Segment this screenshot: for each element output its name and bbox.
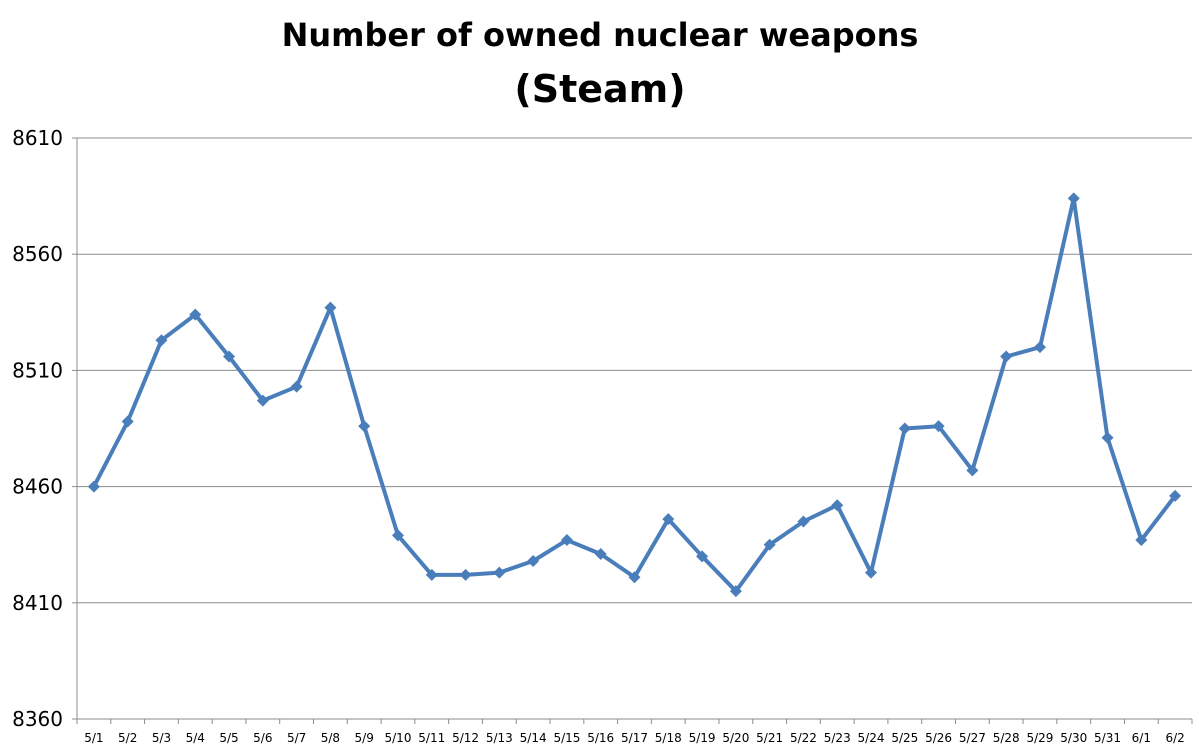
x-tick-label: 5/31 — [1094, 731, 1121, 745]
data-point-marker — [696, 550, 709, 563]
x-tick-label: 5/27 — [959, 731, 986, 745]
data-point-marker — [831, 499, 844, 512]
data-point-marker — [256, 394, 269, 407]
data-point-marker — [729, 585, 742, 598]
x-tick-label: 5/11 — [418, 731, 445, 745]
x-tick-label: 5/30 — [1060, 731, 1087, 745]
x-tick-label: 5/29 — [1026, 731, 1053, 745]
x-tick-label: 5/12 — [452, 731, 479, 745]
data-point-marker — [493, 566, 506, 579]
data-point-marker — [898, 422, 911, 435]
chart-subtitle: (Steam) — [514, 67, 685, 111]
x-tick-label: 5/7 — [287, 731, 306, 745]
x-tick-label: 5/4 — [186, 731, 205, 745]
x-axis-tick-labels: 5/1 5/2 5/3 5/4 5/5 5/6 5/7 5/8 5/9 5/10 5/11 5/12 5… — [84, 731, 1185, 745]
y-tick-label: 8560 — [12, 242, 63, 266]
data-point-marker — [1000, 350, 1013, 363]
data-point-marker — [1033, 341, 1046, 354]
y-tick-label: 8360 — [12, 707, 63, 731]
data-point-marker — [1067, 192, 1080, 205]
x-tick-label: 5/16 — [587, 731, 614, 745]
data-point-marker — [1135, 534, 1148, 547]
data-point-marker — [155, 334, 168, 347]
data-point-marker — [966, 464, 979, 477]
axes — [72, 137, 1193, 724]
x-tick-label: 5/10 — [385, 731, 412, 745]
x-tick-label: 5/2 — [118, 731, 137, 745]
x-tick-label: 6/1 — [1132, 731, 1151, 745]
data-point-marker — [189, 308, 202, 321]
data-point-marker — [763, 538, 776, 551]
y-tick-label: 8610 — [12, 126, 63, 150]
x-tick-label: 5/26 — [925, 731, 952, 745]
x-tick-label: 5/8 — [321, 731, 340, 745]
data-point-marker — [662, 513, 675, 526]
data-point-marker — [358, 420, 371, 433]
data-point-marker — [560, 534, 573, 547]
data-point-marker — [87, 480, 100, 493]
x-tick-label: 5/23 — [824, 731, 851, 745]
x-tick-label: 5/6 — [253, 731, 272, 745]
data-point-marker — [1101, 431, 1114, 444]
data-point-marker — [121, 415, 134, 428]
data-point-marker — [1169, 489, 1182, 502]
data-point-marker — [290, 380, 303, 393]
x-tick-label: 6/2 — [1165, 731, 1184, 745]
x-tick-label: 5/19 — [689, 731, 716, 745]
x-tick-label: 5/17 — [621, 731, 648, 745]
data-point-marker — [391, 529, 404, 542]
x-tick-label: 5/14 — [520, 731, 547, 745]
data-point-marker — [223, 350, 236, 363]
data-point-marker — [932, 420, 945, 433]
gridlines — [77, 137, 1192, 604]
x-tick-label: 5/25 — [891, 731, 918, 745]
x-tick-label: 5/20 — [722, 731, 749, 745]
y-axis-tick-labels: 8360 8410 8460 8510 8560 8610 — [12, 126, 63, 731]
x-tick-label: 5/5 — [219, 731, 238, 745]
x-tick-label: 5/15 — [553, 731, 580, 745]
data-point-marker — [425, 568, 438, 581]
x-tick-label: 5/1 — [84, 731, 103, 745]
data-series — [87, 192, 1182, 598]
data-point-marker — [628, 571, 641, 584]
data-point-marker — [527, 554, 540, 567]
chart-title: Number of owned nuclear weapons — [282, 16, 919, 54]
x-tick-label: 5/13 — [486, 731, 513, 745]
x-tick-label: 5/9 — [355, 731, 374, 745]
data-point-marker — [797, 515, 810, 528]
data-point-marker — [459, 568, 472, 581]
y-tick-label: 8460 — [12, 475, 63, 499]
x-tick-label: 5/3 — [152, 731, 171, 745]
series-line — [91, 196, 1178, 594]
y-tick-label: 8510 — [12, 358, 63, 382]
x-tick-label: 5/28 — [993, 731, 1020, 745]
x-tick-label: 5/18 — [655, 731, 682, 745]
x-tick-label: 5/21 — [756, 731, 783, 745]
data-point-marker — [865, 566, 878, 579]
x-tick-label: 5/22 — [790, 731, 817, 745]
data-point-marker — [324, 301, 337, 314]
data-point-marker — [594, 547, 607, 560]
x-tick-label: 5/24 — [858, 731, 885, 745]
y-tick-label: 8410 — [12, 591, 63, 615]
